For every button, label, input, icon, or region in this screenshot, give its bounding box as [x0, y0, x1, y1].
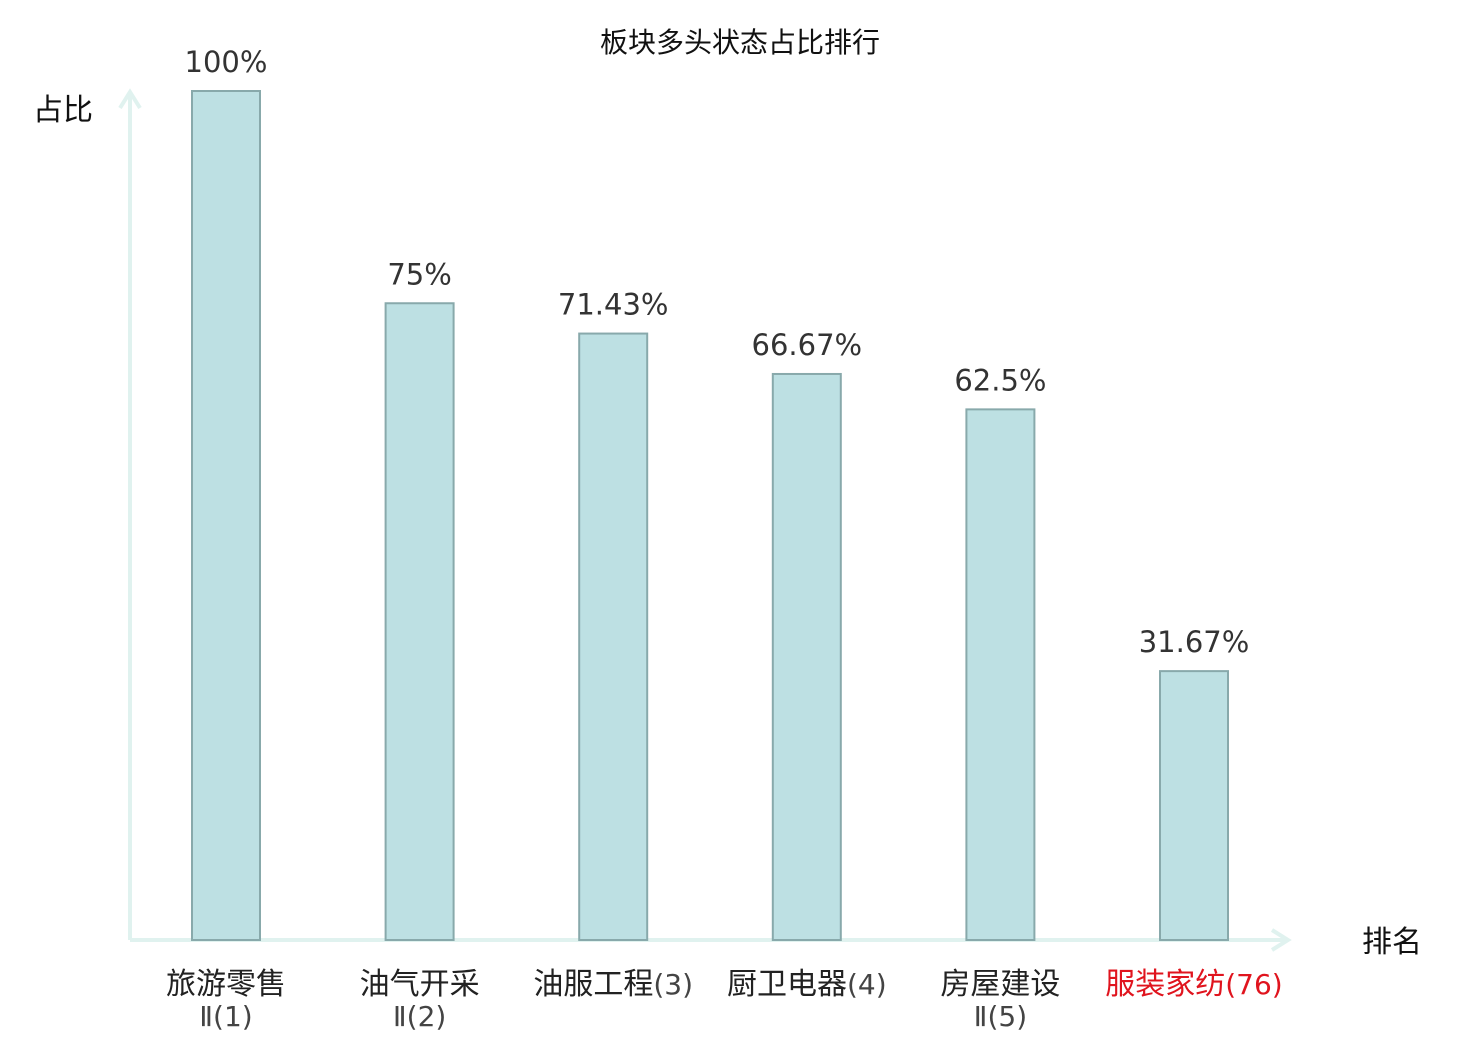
category-rank: (3)	[653, 968, 693, 1001]
category-text: 厨卫电器(4)	[727, 967, 887, 1002]
value-label-4: 66.67%	[752, 328, 863, 362]
value-label-6: 31.67%	[1139, 625, 1250, 659]
value-label-3: 71.43%	[558, 288, 669, 322]
category-text: 油服工程(3)	[533, 967, 693, 1002]
value-label-5: 62.5%	[954, 363, 1046, 397]
category-name: 油气开采	[360, 967, 480, 1002]
bar-6	[1159, 670, 1229, 941]
bar-4	[771, 372, 842, 942]
bars-group	[191, 90, 1229, 942]
bar-1	[191, 90, 261, 941]
bar-5	[965, 408, 1036, 941]
y-axis-arrow	[118, 88, 142, 110]
category-rank: (76)	[1225, 968, 1282, 1001]
value-labels-group: 100% 75% 71.43% 66.67% 62.5% 31.67%	[185, 45, 1250, 659]
category-name: 厨卫电器	[727, 967, 847, 1002]
category-label-3: 油服工程(3)	[533, 967, 693, 1002]
chart-title: 板块多头状态占比排行	[600, 26, 880, 59]
category-name: 旅游零售	[166, 967, 286, 1002]
bar-3	[578, 332, 649, 941]
category-label-6: 服装家纺(76)	[1105, 967, 1282, 1002]
x-axis-arrow	[1270, 928, 1292, 952]
axes	[118, 88, 1292, 952]
category-name: 房屋建设	[940, 967, 1060, 1002]
category-rank: Ⅱ(1)	[199, 1000, 252, 1033]
category-name: 服装家纺	[1105, 967, 1225, 1002]
category-rank: Ⅱ(5)	[974, 1000, 1027, 1033]
value-label-1: 100%	[185, 45, 268, 79]
category-name: 油服工程	[533, 967, 653, 1002]
x-axis-label: 排名	[1362, 925, 1422, 960]
y-axis-label: 占比	[33, 93, 93, 128]
category-rank: (4)	[847, 968, 887, 1001]
category-text: 服装家纺(76)	[1105, 967, 1282, 1002]
value-label-2: 75%	[387, 257, 451, 291]
category-label-4: 厨卫电器(4)	[727, 967, 887, 1002]
category-rank: Ⅱ(2)	[393, 1000, 446, 1033]
bar-2	[384, 302, 455, 941]
